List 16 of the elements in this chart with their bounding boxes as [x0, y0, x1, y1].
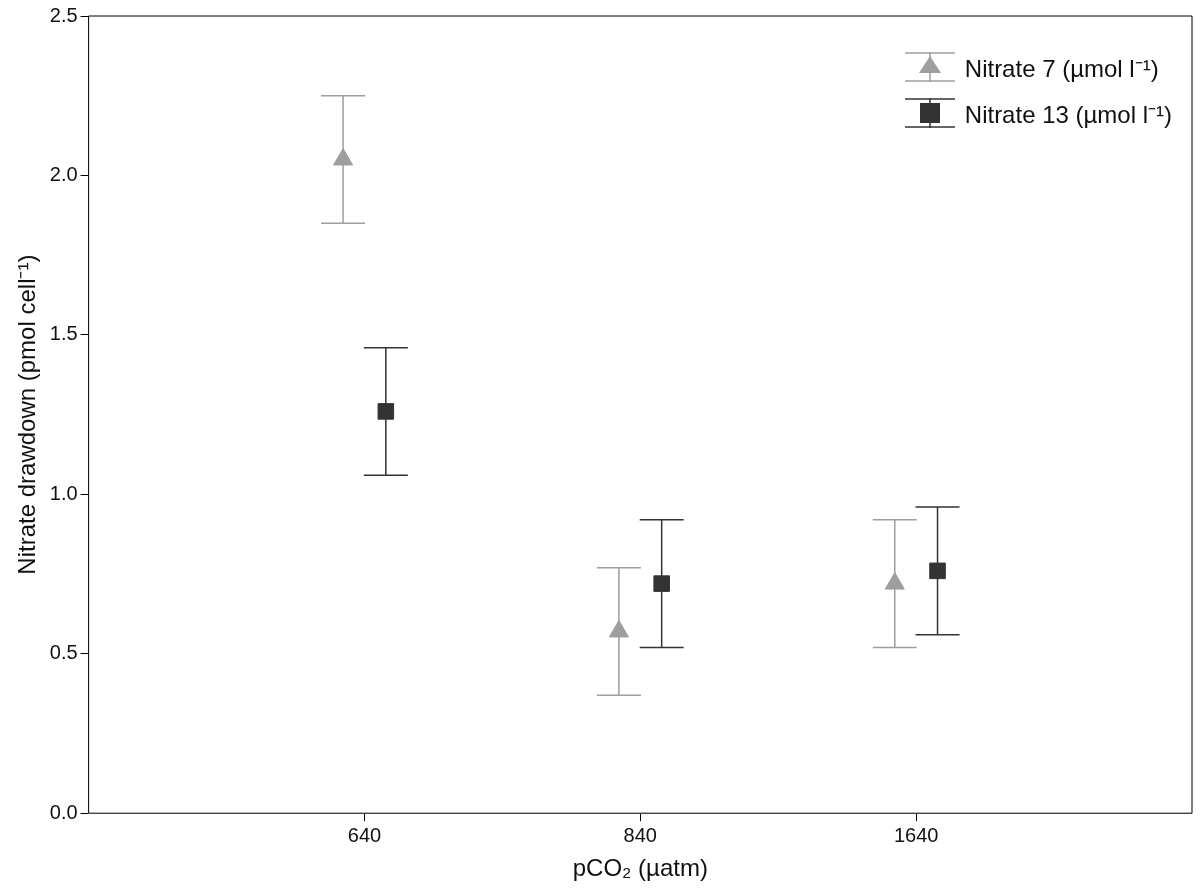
- legend-label: Nitrate 7 (µmol l⁻¹): [964, 53, 1159, 84]
- y-tick-label: 2.0: [49, 162, 78, 185]
- y-tick-label: 1.5: [49, 322, 78, 345]
- y-tick-label: 1.0: [49, 481, 78, 504]
- legend-label: Nitrate 13 (µmol l⁻¹): [964, 99, 1172, 130]
- y-tick-label: 2.5: [49, 3, 78, 26]
- y-tick-label: 0.5: [49, 641, 78, 664]
- x-tick-label: 840: [623, 823, 657, 846]
- point: [653, 575, 670, 592]
- y-axis-title: Nitrate drawdown (pmol cell⁻¹): [13, 254, 41, 575]
- x-tick-label: 1640: [893, 823, 939, 846]
- point: [929, 562, 946, 580]
- y-tick-label: 0.0: [49, 800, 78, 823]
- x-axis-title: pCO₂ (µatm): [572, 854, 708, 882]
- x-tick-label: 640: [347, 823, 382, 846]
- point: [377, 403, 395, 420]
